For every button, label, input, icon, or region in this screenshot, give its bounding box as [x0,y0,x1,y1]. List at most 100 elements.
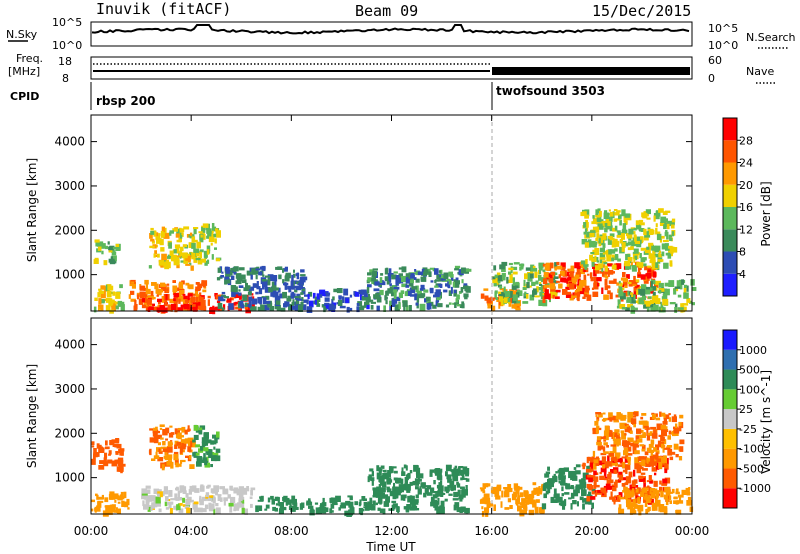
power-cell [635,224,642,230]
velocity-cell [500,501,503,508]
velocity-cell [613,440,617,446]
power-cell [555,296,560,299]
power-cell [324,297,330,302]
power-cell [573,279,577,282]
power-cell [144,292,147,299]
power-cell [405,273,409,277]
velocity-cell [445,488,449,494]
velocity-cell [626,476,631,483]
power-cell [130,290,135,295]
velocity-cell [174,458,179,465]
velocity-cell [662,421,668,425]
velocity-cell [547,488,551,494]
velocity-cell [504,507,510,510]
velocity-cell [665,414,670,420]
velocity-cell [568,497,572,500]
velocity-cell [279,507,284,515]
velocity-cell [242,487,247,495]
velocity-cell [177,432,182,440]
velocity-cell [494,491,498,497]
power-cell [189,252,192,258]
power-cell [370,301,376,304]
power-cell [624,220,628,225]
velocity-cell [162,448,168,452]
power-cell [101,250,104,255]
velocity-cell [585,468,592,473]
velocity-cell [415,500,419,505]
velocity-cell [625,492,631,499]
power-cell [543,284,550,288]
velocity-cell [451,469,454,473]
power-cell [619,287,623,292]
power-cell [565,292,572,298]
power-cell [622,228,627,233]
power-cell [624,213,631,218]
power-cell [542,285,547,291]
power-cell [465,268,472,272]
velocity-cell [613,469,617,474]
power-cell [192,306,198,312]
power-cell [593,270,597,277]
power-cell [655,210,661,217]
velocity-cell [376,472,381,480]
velocity-cell [627,441,630,444]
power-cell [282,268,285,273]
velocity-cell [99,460,105,465]
power-cell [154,250,157,255]
velocity-cell [584,500,589,505]
power-cell [665,218,668,223]
power-cell [511,266,518,271]
velocity-cell [157,434,162,439]
power-ytick-label: 2000 [54,223,85,237]
power-cell [644,231,651,238]
power-cell [630,261,633,267]
velocity-cell [457,489,461,497]
power-cell [630,305,635,313]
power-cell [487,302,493,309]
power-cell [448,290,452,296]
power-cell [443,272,449,280]
power-cell [583,269,586,272]
velocity-cell [174,493,178,501]
power-cell [542,269,546,273]
velocity-cell [199,495,202,501]
velocity-cell [157,491,163,498]
power-cell [531,281,536,286]
velocity-cell [399,488,404,493]
velocity-cell [591,488,596,493]
velocity-cell [600,487,606,492]
velocity-cell [117,496,123,501]
power-cell [599,257,606,260]
velocity-cell [437,475,443,481]
power-cell [171,303,177,310]
power-cell [321,304,325,308]
power-cell [185,263,191,266]
velocity-cell [589,466,594,472]
power-cell [371,277,376,282]
power-cell [161,296,165,303]
power-cell [667,252,672,259]
power-cell [403,305,406,311]
velocity-cell [274,507,278,512]
power-cell [591,287,594,290]
power-cell [633,275,636,283]
power-cell [658,250,661,254]
velocity-cell [607,455,610,462]
power-cell [265,275,270,278]
power-cell [393,292,397,300]
velocity-cell [453,484,456,490]
power-cell [115,301,119,305]
velocity-cell [148,505,152,508]
velocity-cell [109,494,115,500]
velocity-cell [642,456,647,463]
power-colorbar-label: Power [dB] [759,181,773,246]
velocity-cell [667,448,673,456]
velocity-cell [149,437,156,443]
power-cell [142,305,147,308]
velocity-cell [117,501,121,504]
velocity-cell [519,502,522,506]
power-cell [642,257,647,261]
velocity-cell [570,476,574,481]
velocity-cell [659,508,665,513]
power-cell [252,283,257,288]
